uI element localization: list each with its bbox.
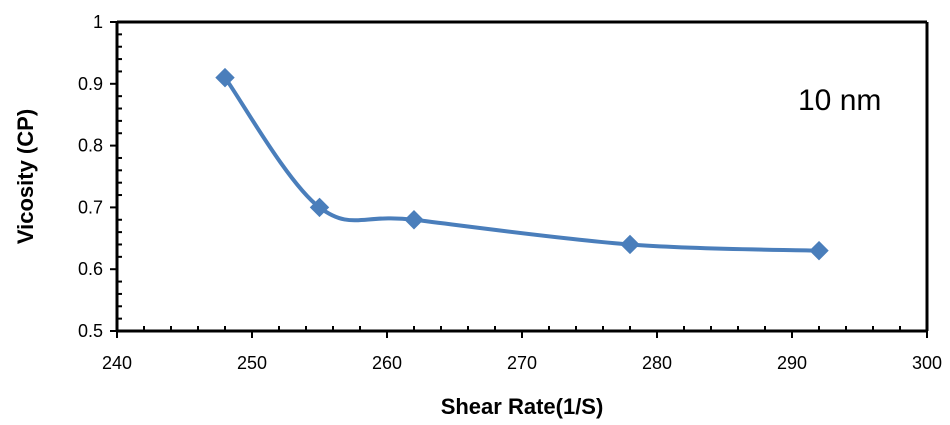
data-point: [309, 197, 330, 218]
y-tick-label: 0.8: [78, 136, 103, 156]
data-point: [215, 67, 235, 88]
y-tick-label: 0.5: [78, 321, 103, 341]
x-tick-label: 260: [372, 353, 402, 373]
series-markers: [215, 67, 829, 261]
x-tick-label: 250: [237, 353, 267, 373]
data-point: [404, 210, 424, 230]
x-axis-title: Shear Rate(1/S): [441, 394, 604, 419]
y-ticks: [110, 21, 122, 332]
data-point: [809, 240, 829, 261]
x-tick-label: 290: [777, 353, 807, 373]
data-point: [620, 234, 640, 255]
x-tick-label: 270: [507, 353, 537, 373]
x-ticks: [116, 326, 928, 338]
x-tick-label: 300: [912, 353, 942, 373]
y-tick-label: 0.6: [78, 259, 103, 279]
y-axis-title: Vicosity (CP): [13, 109, 38, 244]
y-tick-label: 1: [93, 12, 103, 32]
y-tick-label: 0.7: [78, 197, 103, 217]
y-tick-label: 0.9: [78, 74, 103, 94]
series-line: [223, 76, 820, 253]
y-tick-labels: 0.5 0.6 0.7 0.8 0.9 1: [78, 12, 103, 341]
x-tick-label: 280: [642, 353, 672, 373]
x-tick-labels: 240 250 260 270 280 290 300: [102, 353, 942, 373]
chart-annotation: 10 nm: [798, 84, 881, 117]
plot-area: 240 250 260 270 280 290 300 0.5 0.6 0.7 0.8 0.9 1: [78, 12, 942, 373]
x-tick-label: 240: [102, 353, 132, 373]
